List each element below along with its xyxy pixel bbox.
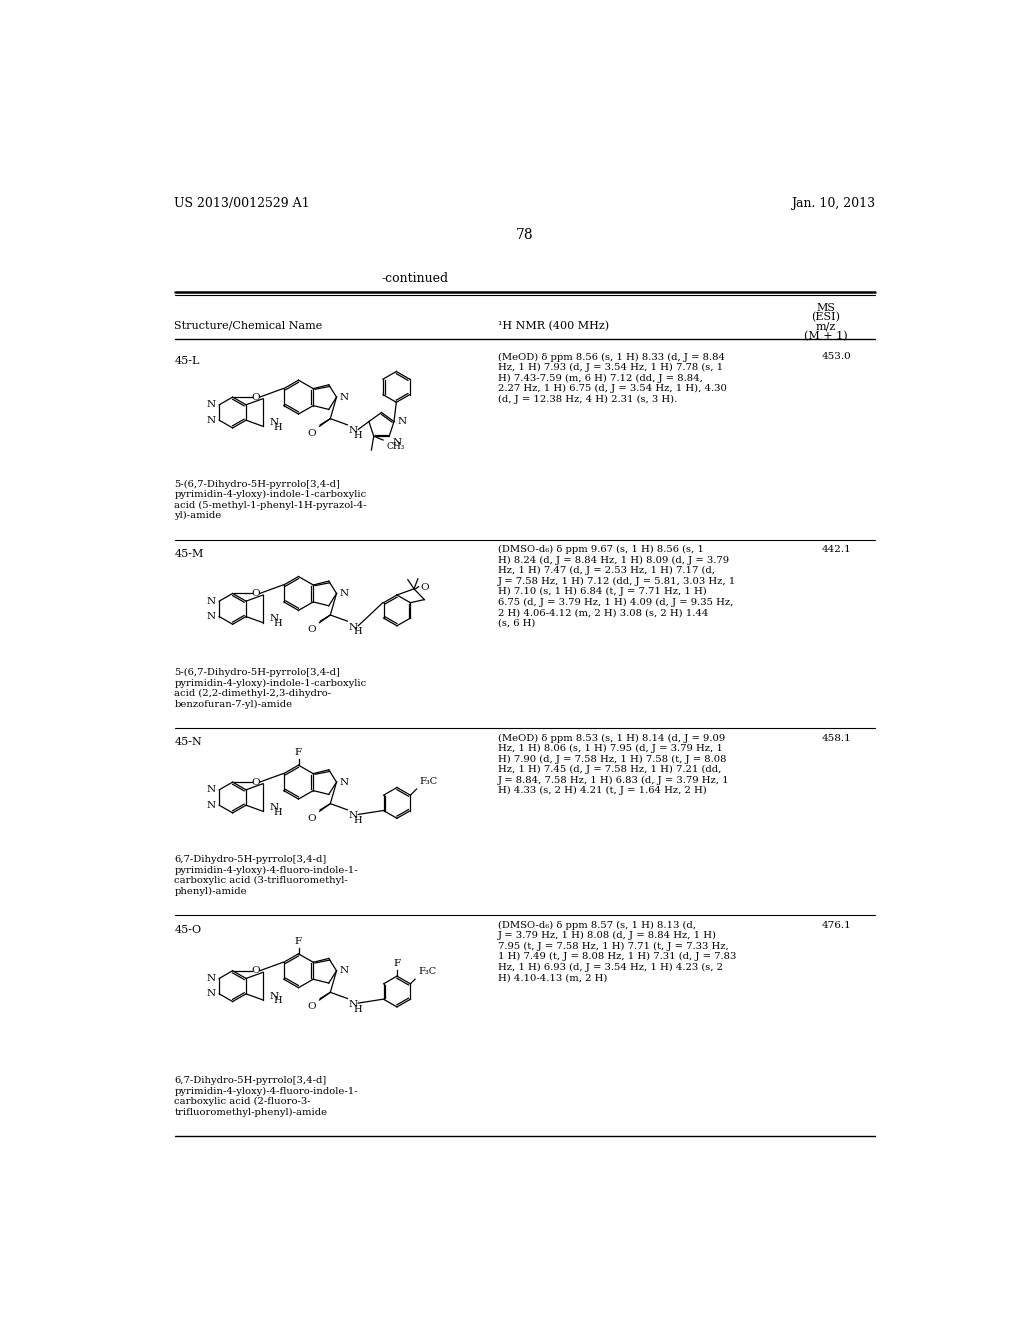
Text: 458.1: 458.1 — [821, 734, 851, 743]
Text: 45-O: 45-O — [174, 924, 202, 935]
Text: (DMSO-d₆) δ ppm 9.67 (s, 1 H) 8.56 (s, 1
H) 8.24 (d, J = 8.84 Hz, 1 H) 8.09 (d, : (DMSO-d₆) δ ppm 9.67 (s, 1 H) 8.56 (s, 1… — [498, 545, 736, 627]
Text: (ESI): (ESI) — [811, 313, 840, 322]
Text: H: H — [353, 430, 362, 440]
Text: N: N — [206, 974, 215, 983]
Text: F: F — [295, 937, 302, 946]
Text: Structure/Chemical Name: Structure/Chemical Name — [174, 321, 323, 331]
Text: N: N — [206, 801, 215, 809]
Text: N: N — [340, 777, 349, 787]
Text: H: H — [273, 997, 282, 1005]
Text: (MeOD) δ ppm 8.56 (s, 1 H) 8.33 (d, J = 8.84
Hz, 1 H) 7.93 (d, J = 3.54 Hz, 1 H): (MeOD) δ ppm 8.56 (s, 1 H) 8.33 (d, J = … — [498, 352, 727, 404]
Text: m/z: m/z — [815, 322, 836, 331]
Text: 5-(6,7-Dihydro-5H-pyrrolo[3,4-d]
pyrimidin-4-yloxy)-indole-1-carboxylic
acid (5-: 5-(6,7-Dihydro-5H-pyrrolo[3,4-d] pyrimid… — [174, 479, 368, 520]
Text: 476.1: 476.1 — [821, 921, 851, 929]
Text: O: O — [252, 777, 260, 787]
Text: H: H — [353, 627, 362, 636]
Text: N: N — [269, 803, 279, 812]
Text: 5-(6,7-Dihydro-5H-pyrrolo[3,4-d]
pyrimidin-4-yloxy)-indole-1-carboxylic
acid (2,: 5-(6,7-Dihydro-5H-pyrrolo[3,4-d] pyrimid… — [174, 668, 367, 709]
Text: O: O — [252, 966, 260, 975]
Text: N: N — [398, 417, 407, 426]
Text: N: N — [206, 612, 215, 620]
Text: N: N — [349, 623, 358, 632]
Text: MS: MS — [816, 304, 835, 313]
Text: 6,7-Dihydro-5H-pyrrolo[3,4-d]
pyrimidin-4-yloxy)-4-fluoro-indole-1-
carboxylic a: 6,7-Dihydro-5H-pyrrolo[3,4-d] pyrimidin-… — [174, 1076, 358, 1117]
Text: N: N — [269, 614, 279, 623]
Text: F₃C: F₃C — [420, 777, 438, 785]
Text: O: O — [308, 429, 316, 438]
Text: N: N — [392, 438, 401, 447]
Text: 453.0: 453.0 — [821, 352, 851, 362]
Text: (DMSO-d₆) δ ppm 8.57 (s, 1 H) 8.13 (d,
J = 3.79 Hz, 1 H) 8.08 (d, J = 8.84 Hz, 1: (DMSO-d₆) δ ppm 8.57 (s, 1 H) 8.13 (d, J… — [498, 921, 736, 982]
Text: CH₃: CH₃ — [387, 442, 406, 451]
Text: 45-L: 45-L — [174, 356, 200, 366]
Text: N: N — [206, 597, 215, 606]
Text: N: N — [269, 418, 279, 426]
Text: H: H — [273, 422, 282, 432]
Text: O: O — [308, 813, 316, 822]
Text: 78: 78 — [516, 227, 534, 242]
Text: O: O — [420, 583, 429, 591]
Text: N: N — [349, 812, 358, 820]
Text: O: O — [308, 626, 316, 634]
Text: H: H — [273, 808, 282, 817]
Text: H: H — [353, 1005, 362, 1014]
Text: 45-M: 45-M — [174, 549, 204, 558]
Text: N: N — [349, 1001, 358, 1008]
Text: N: N — [340, 392, 349, 401]
Text: -continued: -continued — [381, 272, 449, 285]
Text: F: F — [295, 748, 302, 758]
Text: O: O — [308, 1002, 316, 1011]
Text: US 2013/0012529 A1: US 2013/0012529 A1 — [174, 197, 310, 210]
Text: ¹H NMR (400 MHz): ¹H NMR (400 MHz) — [498, 321, 609, 331]
Text: F₃C: F₃C — [418, 968, 436, 977]
Text: N: N — [349, 426, 358, 436]
Text: H: H — [273, 619, 282, 628]
Text: N: N — [206, 416, 215, 425]
Text: 45-N: 45-N — [174, 738, 203, 747]
Text: (M + 1): (M + 1) — [804, 331, 847, 341]
Text: N: N — [340, 589, 349, 598]
Text: O: O — [252, 392, 260, 401]
Text: N: N — [206, 400, 215, 409]
Text: N: N — [340, 966, 349, 975]
Text: Jan. 10, 2013: Jan. 10, 2013 — [791, 197, 876, 210]
Text: (MeOD) δ ppm 8.53 (s, 1 H) 8.14 (d, J = 9.09
Hz, 1 H) 8.06 (s, 1 H) 7.95 (d, J =: (MeOD) δ ppm 8.53 (s, 1 H) 8.14 (d, J = … — [498, 734, 729, 796]
Text: N: N — [206, 990, 215, 998]
Text: H: H — [353, 816, 362, 825]
Text: N: N — [269, 991, 279, 1001]
Text: F: F — [393, 958, 400, 968]
Text: 6,7-Dihydro-5H-pyrrolo[3,4-d]
pyrimidin-4-yloxy)-4-fluoro-indole-1-
carboxylic a: 6,7-Dihydro-5H-pyrrolo[3,4-d] pyrimidin-… — [174, 855, 358, 896]
Text: O: O — [252, 589, 260, 598]
Text: 442.1: 442.1 — [821, 545, 851, 554]
Text: N: N — [206, 785, 215, 795]
